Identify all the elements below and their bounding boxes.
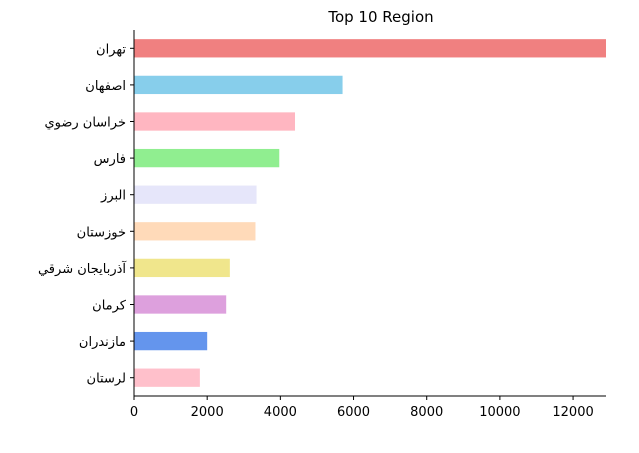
x-tick-label-7: 12000	[552, 405, 593, 420]
bar-10	[134, 368, 200, 387]
category-label-1: تهران	[96, 42, 126, 57]
category-label-8: كرمان	[92, 299, 127, 314]
bar-1	[134, 39, 606, 58]
category-label-5: البرز	[100, 189, 126, 204]
category-label-4: فارس	[94, 152, 126, 167]
category-label-6: خوزستان	[77, 225, 126, 240]
bars-group	[134, 39, 606, 387]
chart-title: Top 10 Region	[327, 8, 433, 26]
x-tick-label-2: 2000	[191, 405, 224, 420]
category-label-10: لرستان	[87, 372, 126, 387]
x-axis: 0 2000 4000 6000 8000 10000 12000	[130, 395, 606, 420]
x-tick-label-3: 4000	[264, 405, 297, 420]
category-label-3: خراسان رضوي	[44, 116, 126, 131]
bar-2	[134, 75, 343, 95]
bar-3	[134, 112, 295, 131]
x-tick-label-6: 10000	[479, 405, 520, 420]
category-label-9: مازندران	[79, 335, 126, 350]
bar-5	[134, 185, 257, 204]
category-labels: تهران اصفهان خراسان رضوي فارس البرز خوزستان آذ…	[38, 42, 134, 387]
category-label-2: اصفهان	[85, 79, 126, 94]
bar-4	[134, 148, 280, 168]
x-tick-label-1: 0	[130, 405, 138, 420]
category-label-7: آذربايجان شرقي	[38, 260, 127, 277]
bar-8	[134, 295, 227, 314]
bar-7	[134, 258, 230, 278]
x-tick-label-4: 6000	[337, 405, 370, 420]
bar-9	[134, 331, 208, 351]
bar-6	[134, 222, 256, 241]
x-tick-label-5: 8000	[410, 405, 443, 420]
